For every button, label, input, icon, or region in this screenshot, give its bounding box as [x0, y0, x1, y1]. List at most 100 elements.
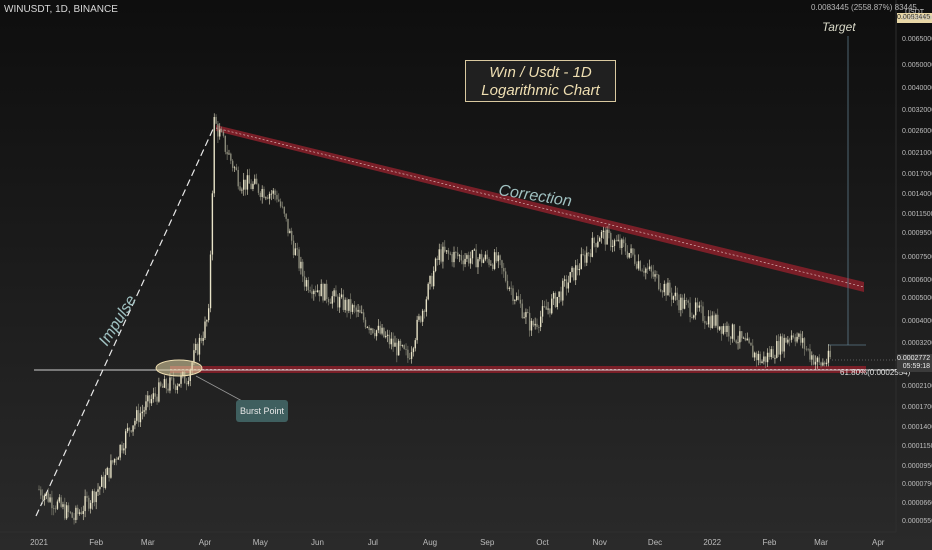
target-price-tag: 0.0083445: [897, 13, 932, 23]
candle-body: [108, 467, 110, 478]
candle-body: [370, 328, 372, 331]
candle-body: [650, 266, 653, 272]
candle-body: [340, 294, 343, 298]
candle-body: [595, 243, 597, 247]
current-price-tag: 0.0002772 05:59:18: [897, 354, 932, 372]
candle-body: [794, 337, 796, 342]
candle-body: [176, 386, 179, 390]
candle-body: [611, 245, 614, 248]
candle-body: [416, 319, 418, 341]
candle-body: [204, 321, 206, 339]
candle-body: [244, 179, 247, 190]
price-tick-label: 0.0000550: [902, 518, 932, 525]
candle-body: [753, 352, 756, 358]
candle-body: [471, 250, 474, 259]
price-tick-label: 0.0001150: [902, 443, 932, 451]
candle-body: [80, 512, 83, 514]
price-tick-label: 0.0003200: [902, 340, 932, 348]
candle-body: [278, 199, 280, 202]
candle-body: [362, 312, 365, 320]
candle-body: [169, 377, 171, 391]
candle-body: [669, 282, 671, 293]
candle-body: [781, 336, 784, 352]
candle-body: [165, 379, 167, 389]
candle-body: [787, 339, 789, 343]
candle-body: [774, 357, 776, 359]
candle-body: [154, 393, 156, 397]
candle-body: [396, 342, 398, 356]
candle-body: [674, 292, 677, 297]
candle-body: [265, 197, 267, 199]
candle-body: [785, 337, 787, 343]
candle-body: [69, 511, 72, 513]
currency-label: USDT: [905, 9, 924, 16]
candle-body: [40, 489, 42, 496]
candle-body: [820, 362, 822, 366]
candle-body: [121, 444, 123, 451]
candle-body: [551, 298, 553, 314]
candle-body: [527, 312, 529, 313]
candle-body: [469, 258, 472, 264]
candle-body: [720, 326, 723, 334]
candle-body: [60, 497, 62, 507]
candle-body: [479, 254, 481, 260]
chart-title-box: Wın / Usdt - 1D Logarithmic Chart: [465, 60, 616, 102]
candle-body: [659, 289, 662, 292]
candle-body: [128, 427, 131, 431]
candle-body: [715, 314, 717, 326]
candle-body: [486, 254, 488, 259]
candle-body: [434, 258, 437, 271]
candle-body: [497, 255, 499, 262]
candle-body: [78, 512, 81, 514]
candle-body: [418, 316, 420, 320]
candle-body: [442, 246, 444, 262]
candle-body: [563, 279, 566, 281]
candle-body: [705, 323, 708, 325]
candle-body: [755, 352, 758, 361]
candle-body: [816, 357, 819, 362]
candle-body: [499, 255, 501, 261]
candle-body: [822, 362, 824, 366]
candle-body: [538, 326, 540, 328]
candle-body: [643, 270, 645, 273]
candle-body: [58, 497, 60, 502]
candle-body: [366, 327, 369, 328]
candle-body: [600, 231, 603, 238]
candle-body: [261, 189, 263, 197]
candle-body: [460, 255, 463, 261]
price-tick-label: 0.0006000: [902, 276, 932, 284]
candle-body: [318, 290, 321, 297]
candle-body: [53, 508, 55, 510]
candle-body: [525, 312, 527, 318]
price-tick-label: 0.0032000: [902, 107, 932, 115]
candle-body: [250, 183, 252, 190]
candle-body: [219, 129, 221, 137]
candle-body: [82, 511, 84, 514]
candle-body: [565, 279, 568, 289]
candle-body: [530, 320, 533, 331]
candle-body: [503, 268, 505, 272]
candle-body: [453, 252, 455, 263]
price-tick-label: 0.0007500: [902, 254, 932, 262]
candle-body: [506, 280, 509, 289]
candle-body: [303, 276, 306, 287]
price-tick-label: 0.0000950: [902, 462, 932, 470]
candle-body: [458, 255, 461, 257]
candle-body: [134, 420, 136, 426]
candle-body: [818, 357, 820, 363]
candle-body: [724, 326, 726, 333]
symbol-label: WINUSDT, 1D, BINANCE: [4, 4, 118, 15]
candle-body: [658, 274, 660, 290]
candle-body: [372, 328, 374, 334]
candle-body: [796, 336, 798, 342]
candle-body: [196, 344, 199, 355]
candle-body: [742, 337, 745, 339]
candle-body: [213, 117, 215, 194]
candle-body: [488, 258, 490, 265]
candle-body: [106, 467, 108, 475]
candle-body: [292, 240, 295, 256]
candle-body: [713, 315, 715, 326]
candle-body: [473, 249, 475, 251]
candle-body: [95, 491, 97, 503]
candle-body: [704, 320, 706, 324]
